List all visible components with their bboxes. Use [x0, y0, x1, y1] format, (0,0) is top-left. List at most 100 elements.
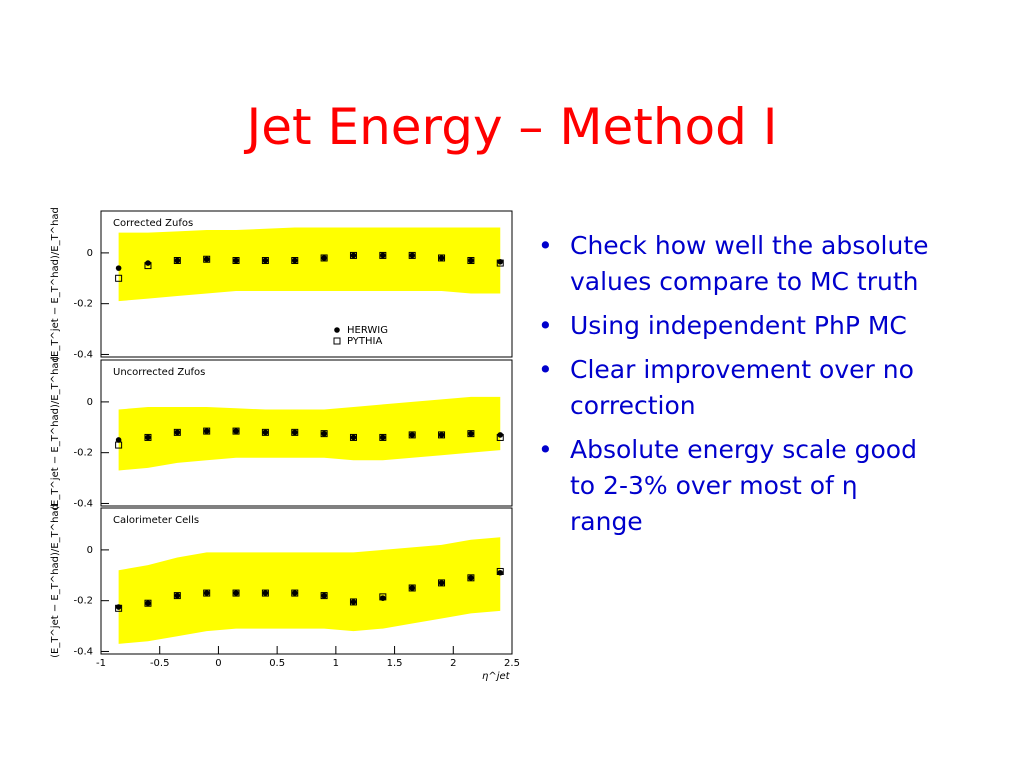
- point-square: [349, 251, 357, 259]
- point-circle: [115, 437, 122, 443]
- point-circle: [291, 590, 298, 596]
- point-square: [291, 589, 299, 597]
- x-tick-label: -0.5: [150, 658, 170, 669]
- point-square: [349, 598, 357, 606]
- point-circle: [321, 255, 327, 261]
- y-tick-label: 0: [87, 397, 93, 408]
- point-square: [115, 441, 123, 449]
- panel-title: Corrected Zufos: [113, 218, 193, 229]
- point-square: [203, 255, 211, 263]
- x-tick-label: 0.5: [269, 658, 285, 669]
- point-square: [467, 257, 475, 265]
- point-square: [467, 430, 475, 438]
- panel-title: Calorimeter Cells: [113, 515, 199, 526]
- y-axis-label: (E_T^jet − E_T^had)/E_T^had: [50, 356, 61, 510]
- point-circle: [233, 257, 239, 264]
- y-tick-label: -0.2: [73, 299, 93, 310]
- point-circle: [380, 434, 386, 441]
- point-circle: [321, 592, 327, 599]
- point-square: [115, 604, 123, 612]
- point-square: [320, 254, 328, 262]
- legend-marker: [333, 337, 341, 345]
- point-circle: [438, 255, 445, 261]
- point-square: [261, 428, 269, 436]
- point-circle: [115, 265, 122, 271]
- point-circle: [145, 600, 151, 607]
- bullet: Check how well the absolute values compa…: [538, 228, 938, 300]
- point-circle: [203, 256, 210, 263]
- point-square: [232, 589, 240, 597]
- y-axis-label: (E_T^jet − E_T^had)/E_T^had: [50, 504, 61, 658]
- point-square: [144, 599, 152, 607]
- uncertainty-band: [118, 537, 501, 644]
- point-circle: [145, 434, 151, 441]
- point-square: [496, 259, 504, 267]
- point-circle: [350, 434, 357, 441]
- point-square: [261, 257, 269, 265]
- point-square: [379, 433, 387, 441]
- point-circle: [233, 428, 239, 434]
- point-circle: [409, 432, 415, 438]
- point-circle: [262, 429, 269, 436]
- point-square: [408, 251, 416, 259]
- y-tick-label: -0.2: [73, 596, 93, 607]
- point-square: [232, 427, 240, 435]
- bullet-list: Check how well the absolute values compa…: [538, 228, 938, 548]
- point-square: [144, 433, 152, 441]
- point-square: [438, 431, 446, 439]
- uncertainty-band: [118, 227, 501, 302]
- point-circle: [174, 429, 181, 436]
- point-square: [320, 430, 328, 438]
- point-square: [115, 274, 123, 282]
- point-square: [408, 431, 416, 439]
- point-circle: [468, 430, 474, 437]
- point-circle: [350, 599, 357, 605]
- point-square: [379, 251, 387, 259]
- x-tick-label: 0: [215, 658, 221, 669]
- point-square: [438, 579, 446, 587]
- legend-label: HERWIG: [347, 325, 388, 336]
- point-circle: [203, 428, 210, 434]
- point-circle: [438, 580, 445, 586]
- point-circle: [233, 590, 239, 596]
- point-square: [203, 589, 211, 597]
- legend-label: PYTHIA: [347, 336, 382, 347]
- point-square: [438, 254, 446, 262]
- point-circle: [321, 430, 327, 437]
- point-circle: [291, 429, 298, 436]
- point-square: [496, 567, 504, 575]
- x-tick-label: 2: [450, 658, 456, 669]
- x-tick-label: -1: [96, 658, 106, 669]
- y-tick-label: -0.4: [73, 646, 93, 657]
- chart: Corrected Zufos 0 -0.2 -0.4 (E_T^jet − E_T^h…: [50, 207, 520, 682]
- point-square: [379, 593, 387, 601]
- x-tick-label: 2.5: [504, 658, 520, 669]
- point-square: [173, 592, 181, 600]
- point-circle: [203, 590, 210, 596]
- slide-title: Jet Energy – Method I: [246, 98, 778, 156]
- point-square: [144, 262, 152, 270]
- point-square: [349, 433, 357, 441]
- point-square: [232, 257, 240, 265]
- point-circle: [174, 257, 181, 264]
- point-circle: [262, 590, 269, 596]
- point-circle: [438, 432, 445, 438]
- bullet: Using independent PhP MC: [538, 308, 938, 344]
- bullet: Clear improvement over no correction: [538, 352, 938, 424]
- bullet: Absolute energy scale good to 2-3% over …: [538, 432, 938, 540]
- point-circle: [468, 575, 474, 581]
- point-circle: [350, 252, 357, 259]
- legend-marker: [334, 327, 340, 333]
- point-circle: [468, 257, 474, 264]
- y-tick-label: -0.4: [73, 498, 93, 509]
- point-circle: [380, 252, 386, 259]
- y-axis-label: (E_T^jet − E_T^had)/E_T^had: [50, 207, 61, 361]
- point-square: [291, 257, 299, 265]
- point-square: [173, 257, 181, 265]
- point-square: [467, 574, 475, 582]
- point-square: [261, 589, 269, 597]
- y-tick-label: -0.4: [73, 349, 93, 360]
- y-tick-label: 0: [87, 545, 93, 556]
- point-square: [320, 592, 328, 600]
- point-circle: [409, 252, 415, 259]
